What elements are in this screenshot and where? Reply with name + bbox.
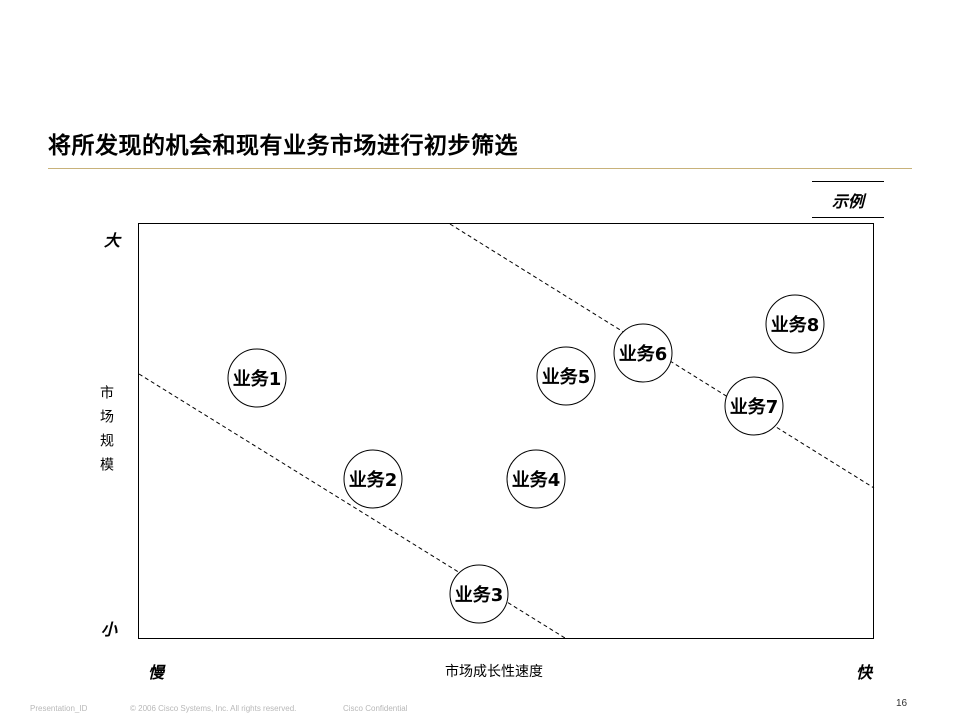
business-label: 业务2 xyxy=(349,469,398,491)
business-circle xyxy=(613,323,673,383)
x-axis-label: 市场成长性速度 xyxy=(445,664,543,680)
y-axis-label: 市场规模 xyxy=(98,385,114,481)
footer-confidential: Cisco Confidential xyxy=(343,704,408,713)
upper-divider-line xyxy=(449,223,875,489)
x-axis-left-label: 慢 xyxy=(148,663,165,682)
business-bubble: 业务7 xyxy=(724,376,784,436)
business-circle xyxy=(765,294,825,354)
business-bubble: 业务1 xyxy=(227,348,287,408)
business-circle xyxy=(506,449,566,509)
footer-presentation-id: Presentation_ID xyxy=(30,704,88,713)
plot-area xyxy=(138,223,874,639)
business-label: 业务6 xyxy=(619,343,668,365)
business-label: 业务5 xyxy=(542,366,591,388)
page-title: 将所发现的机会和现有业务市场进行初步筛选 xyxy=(48,133,518,159)
business-label: 业务7 xyxy=(730,396,779,418)
business-label: 业务3 xyxy=(455,584,504,606)
example-label: 示例 xyxy=(812,181,884,218)
business-bubble: 业务6 xyxy=(613,323,673,383)
business-bubble: 业务3 xyxy=(449,564,509,624)
business-bubble: 业务8 xyxy=(765,294,825,354)
page-number: 16 xyxy=(896,698,908,709)
business-circle xyxy=(536,346,596,406)
business-bubble: 业务2 xyxy=(343,449,403,509)
business-circle xyxy=(343,449,403,509)
business-bubbles: 业务1 业务2 业务3 业务4 业务5 业务6 业务7 业务8 xyxy=(227,294,825,624)
y-axis-top-label: 大 xyxy=(104,231,121,250)
x-axis-right-label: 快 xyxy=(856,663,873,682)
business-label: 业务4 xyxy=(512,469,561,491)
footer-copyright: © 2006 Cisco Systems, Inc. All rights re… xyxy=(130,704,297,713)
business-circle xyxy=(449,564,509,624)
business-circle xyxy=(724,376,784,436)
business-bubble: 业务4 xyxy=(506,449,566,509)
title-divider xyxy=(48,168,912,169)
business-label: 业务1 xyxy=(233,368,282,390)
business-label: 业务8 xyxy=(771,314,820,336)
y-axis-bottom-label: 小 xyxy=(101,620,118,639)
business-circle xyxy=(227,348,287,408)
business-bubble: 业务5 xyxy=(536,346,596,406)
